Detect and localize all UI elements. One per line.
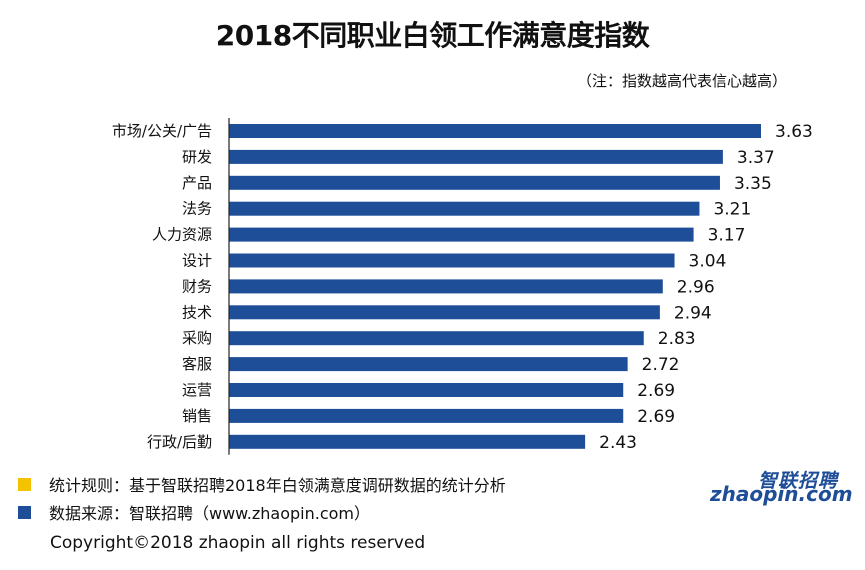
value-label: 3.17	[708, 226, 746, 246]
legend-data-source-text: 数据来源：智联招聘（www.zhaopin.com）	[49, 504, 371, 523]
chart-subtitle: （注：指数越高代表信心越高）	[576, 72, 787, 90]
bar	[229, 124, 761, 138]
legend-swatch-blue	[18, 505, 31, 519]
bar	[229, 175, 720, 190]
category-label: 财务	[182, 277, 212, 295]
value-label: 2.43	[599, 433, 637, 453]
zhaopin-logo: 智联招聘 zhaopin.com	[710, 466, 853, 506]
category-label: 技术	[182, 303, 212, 321]
category-label: 人力资源	[152, 226, 212, 244]
bar	[229, 408, 624, 423]
logo-chinese-text: 智联招聘	[757, 470, 838, 492]
bar	[229, 227, 694, 242]
bar	[229, 279, 663, 294]
value-label: 2.69	[637, 381, 675, 401]
value-label: 2.69	[637, 407, 675, 427]
value-label: 2.96	[677, 277, 715, 297]
category-label: 运营	[182, 381, 212, 399]
category-label: 行政/后勤	[147, 433, 212, 451]
value-label: 3.35	[734, 174, 772, 194]
value-label: 3.21	[713, 200, 751, 220]
legend-stat-rule: 统计规则：基于智联招聘2018年白领满意度调研数据的统计分析	[18, 472, 506, 496]
category-label: 设计	[182, 252, 212, 270]
value-label: 3.63	[775, 122, 813, 142]
value-label: 2.94	[674, 303, 712, 323]
legend-swatch-yellow	[18, 477, 31, 491]
bar	[229, 305, 660, 320]
bar	[229, 331, 644, 346]
category-label: 研发	[182, 148, 212, 166]
bar	[229, 357, 628, 372]
legend-data-source: 数据来源：智联招聘（www.zhaopin.com）	[18, 500, 370, 524]
bar	[229, 253, 675, 268]
bar	[229, 434, 586, 449]
value-label: 2.72	[642, 355, 680, 375]
value-label: 2.83	[658, 329, 696, 349]
value-label: 3.04	[689, 252, 727, 272]
bar	[229, 149, 723, 164]
category-label: 采购	[182, 329, 212, 347]
legend-stat-rule-text: 统计规则：基于智联招聘2018年白领满意度调研数据的统计分析	[49, 476, 506, 495]
bar	[229, 383, 624, 397]
copyright-text: Copyright©2018 zhaopin all rights reserv…	[50, 533, 426, 553]
value-label: 3.37	[737, 148, 775, 168]
category-label: 法务	[182, 200, 212, 218]
bar	[229, 201, 700, 216]
chart-title: 2018不同职业白领工作满意度指数	[215, 19, 650, 52]
category-label: 市场/公关/广告	[112, 122, 212, 140]
category-label: 产品	[182, 174, 212, 192]
category-label: 销售	[182, 407, 212, 425]
category-label: 客服	[182, 355, 212, 373]
logo-english-text: zhaopin.com	[710, 482, 853, 506]
